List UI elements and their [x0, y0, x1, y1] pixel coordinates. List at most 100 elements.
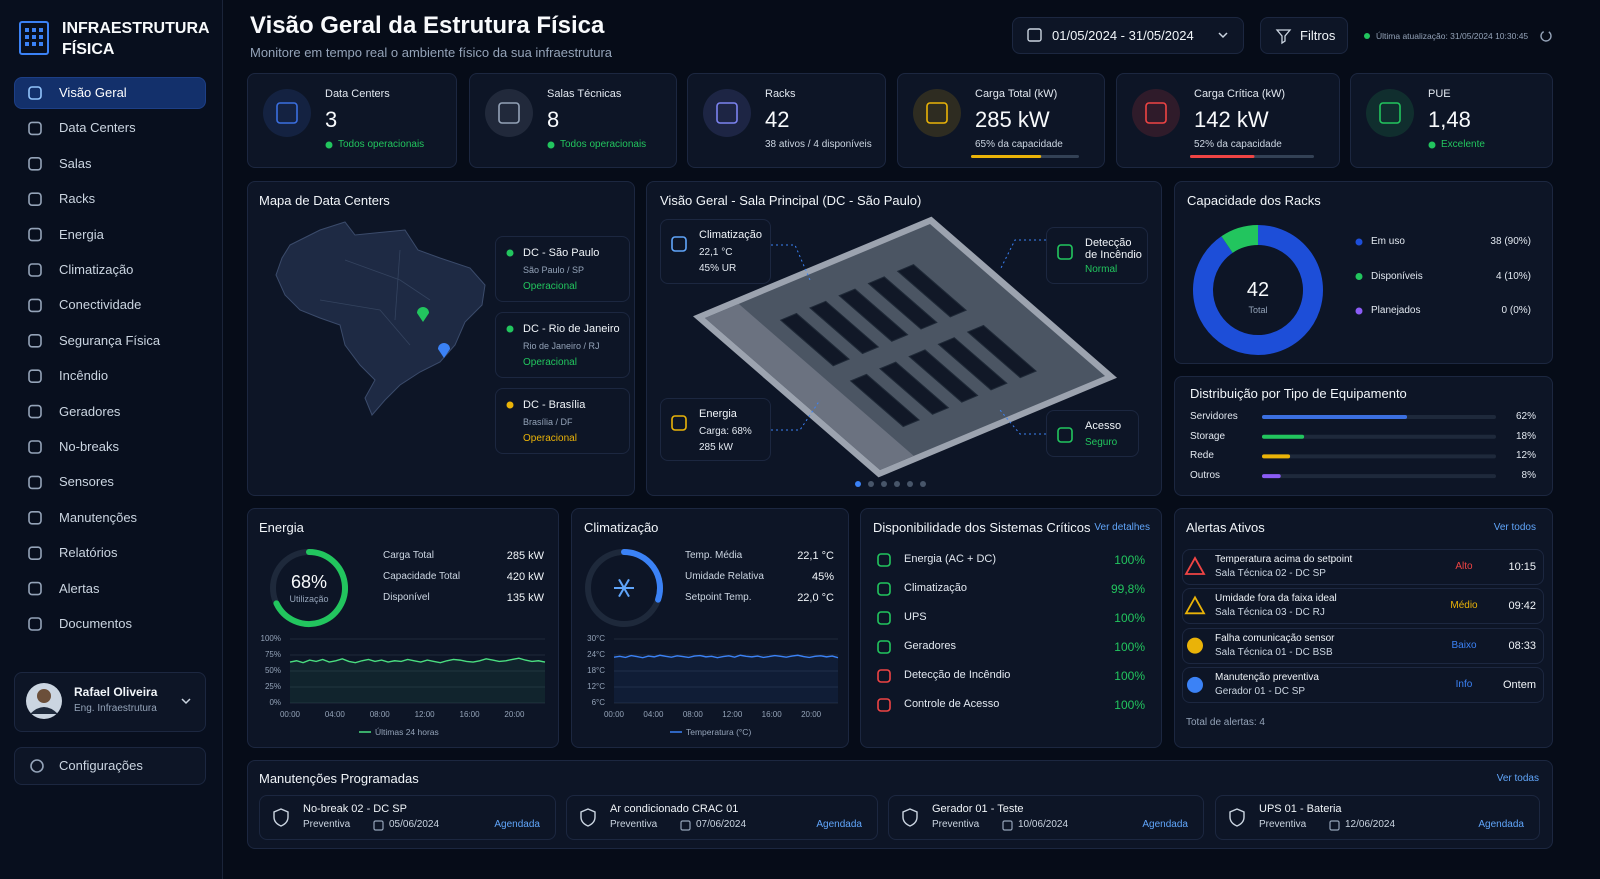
sidebar	[0, 0, 223, 879]
nav-item[interactable]: Geradores	[59, 403, 121, 419]
y-tick-label: 25%	[264, 682, 281, 691]
x-tick-label: 00:00	[279, 710, 301, 719]
legend-dot	[1355, 273, 1363, 280]
bar	[1262, 434, 1305, 439]
legend-label: Temperatura (°C)	[686, 727, 752, 737]
logo-window	[39, 28, 43, 32]
icon	[28, 475, 42, 490]
site-name: DC - Rio de Janeiro	[523, 323, 620, 335]
kpi-value: 1,48	[1428, 107, 1471, 132]
maintenance-item[interactable]	[566, 795, 878, 840]
nav-item[interactable]: Energia	[59, 226, 104, 242]
nav-item[interactable]: Manutenções	[59, 509, 138, 525]
logo-window	[39, 35, 43, 39]
brazil-map	[275, 221, 486, 416]
nav-item[interactable]: Visão Geral	[59, 85, 127, 100]
alert-title: Falha comunicação sensor	[1215, 632, 1335, 644]
site-card[interactable]	[495, 312, 630, 378]
date-picker[interactable]	[1012, 17, 1244, 54]
alert-title: Manutenção preventiva	[1215, 671, 1319, 683]
nav-item[interactable]: Alertas	[59, 580, 100, 596]
date-range[interactable]: 01/05/2024 - 31/05/2024	[1052, 28, 1194, 43]
bar	[1262, 415, 1408, 419]
rack-row	[937, 337, 1008, 391]
user-card[interactable]	[14, 672, 206, 732]
nav-item[interactable]: Segurança Física	[59, 332, 161, 348]
maintenance-item[interactable]	[259, 795, 556, 840]
nav-item[interactable]: Sensores	[59, 474, 114, 490]
row-value: 45%	[811, 571, 834, 583]
maintenance-item[interactable]	[888, 795, 1204, 840]
bar	[1262, 474, 1281, 479]
rack-row	[849, 373, 920, 428]
alert-row[interactable]	[1182, 549, 1544, 585]
site-dot	[506, 401, 514, 409]
kpi-card	[1350, 73, 1553, 168]
bar-label: Storage	[1190, 430, 1226, 442]
carousel-dot[interactable]	[894, 481, 900, 487]
site-card[interactable]	[495, 236, 630, 302]
nav-item[interactable]: Conectividade	[59, 297, 142, 313]
chevron	[181, 698, 191, 705]
carousel-dot[interactable]	[907, 481, 913, 487]
card-title: Distribuição por Tipo de Equipamento	[1190, 386, 1407, 401]
nav-item[interactable]: Data Centers	[59, 120, 136, 136]
site-location: São Paulo / SP	[523, 265, 585, 275]
nav-item[interactable]: No-breaks	[59, 439, 119, 454]
settings-btn[interactable]	[14, 747, 206, 785]
system-value: 99,8%	[1110, 582, 1145, 596]
x-tick-label: 00:00	[603, 710, 625, 719]
alert-row[interactable]	[1182, 666, 1544, 703]
carousel-dot[interactable]	[920, 481, 926, 487]
kpi-value: 142 kW	[1194, 107, 1269, 132]
kpi-label: Carga Total (kW)	[975, 88, 1058, 100]
shield-icon	[273, 808, 289, 827]
carousel-dot[interactable]	[868, 481, 874, 487]
icon	[28, 227, 42, 242]
callout-title: Acesso	[1085, 420, 1122, 432]
maintenance-name: Gerador 01 - Teste	[932, 803, 1024, 815]
alert-level: Info	[1455, 678, 1473, 690]
kpi-icon-bg	[703, 89, 751, 137]
alert-row[interactable]	[1182, 588, 1544, 625]
kpi-note: Todos operacionais	[338, 139, 425, 150]
row-value: 420 kW	[506, 571, 544, 583]
nav-item[interactable]: Documentos	[59, 616, 132, 631]
connector	[999, 239, 1046, 271]
alert-row[interactable]	[1182, 627, 1544, 664]
settings[interactable]: Configurações	[59, 758, 143, 773]
live-dot	[1364, 33, 1370, 39]
x-tick-label: 20:00	[801, 710, 822, 719]
nav-item[interactable]: Climatização	[59, 262, 134, 277]
site-location: Rio de Janeiro / RJ	[523, 341, 600, 351]
nav-item[interactable]: Relatórios	[59, 545, 118, 561]
alert-icon	[1187, 676, 1203, 693]
icon	[276, 102, 298, 124]
donut-segment	[1221, 225, 1259, 254]
carousel-dot[interactable]	[881, 481, 887, 487]
nav-item[interactable]: Salas	[59, 155, 92, 171]
icon	[1057, 244, 1073, 260]
icon	[877, 640, 891, 654]
row-label: Carga Total	[383, 550, 434, 561]
filters-btn[interactable]	[1260, 17, 1348, 54]
nav-item[interactable]: Racks	[59, 191, 96, 207]
kpi-card	[1116, 73, 1340, 168]
maintenance-item[interactable]	[1215, 795, 1540, 840]
kpi-note: 38 ativos / 4 disponíveis	[765, 139, 872, 150]
x-tick-label: 04:00	[643, 710, 664, 719]
kpi-icon-bg	[485, 89, 533, 137]
site-card[interactable]	[495, 388, 630, 454]
carousel-dot[interactable]	[855, 481, 861, 487]
kpi-card	[897, 73, 1105, 168]
row-value: 285 kW	[506, 550, 544, 562]
y-tick-label: 6°C	[591, 698, 605, 707]
y-tick-label: 30°C	[587, 634, 605, 643]
filters[interactable]: Filtros	[1300, 28, 1336, 43]
status-dot	[1428, 141, 1436, 149]
icon	[926, 102, 948, 124]
card-title: Alertas Ativos	[1186, 520, 1265, 535]
kpi-label: Salas Técnicas	[547, 88, 622, 100]
nav-item[interactable]: Incêndio	[59, 368, 109, 384]
system-value: 100%	[1114, 553, 1145, 567]
